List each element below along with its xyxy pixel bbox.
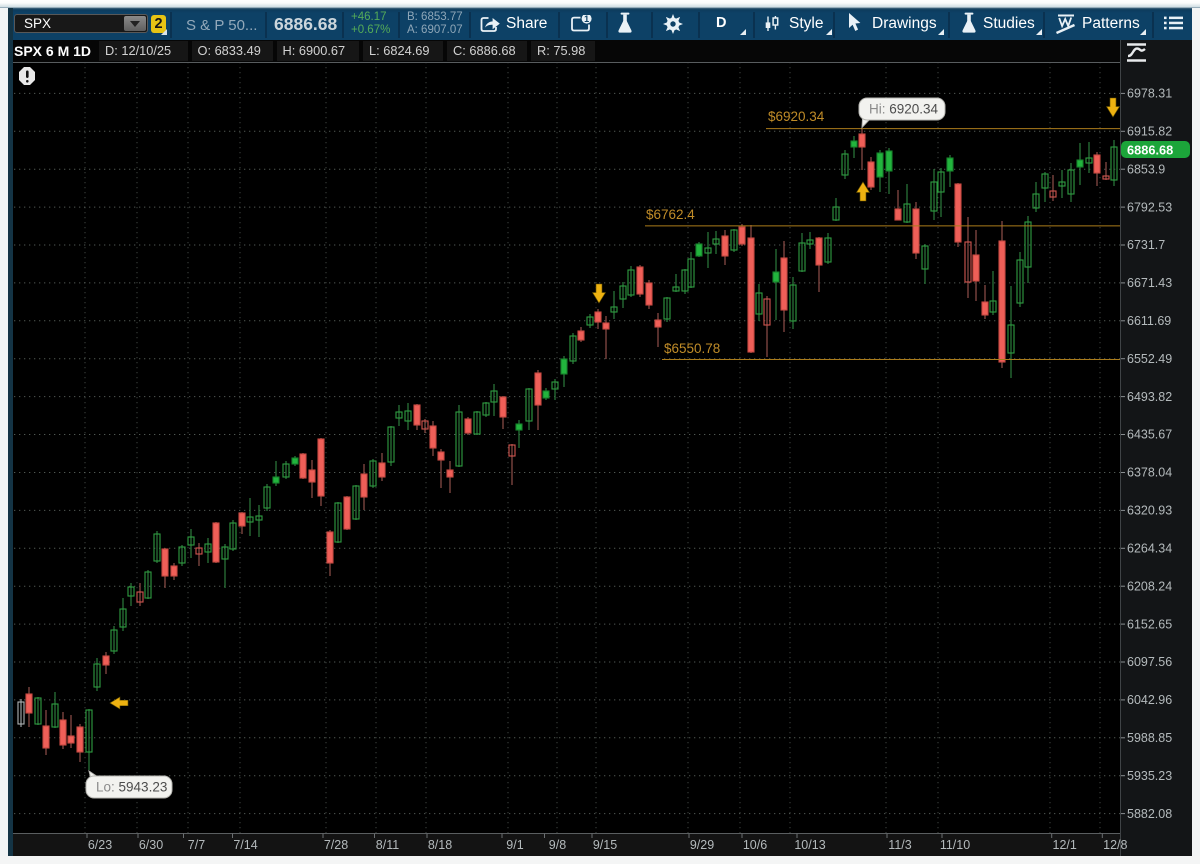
svg-text:Hi: 6920.34: Hi: 6920.34 [869,102,939,117]
svg-text:7/28: 7/28 [324,838,348,852]
svg-text:$6762.4: $6762.4 [646,207,695,222]
svg-text:6671.43: 6671.43 [1127,276,1172,290]
svg-text:7/7: 7/7 [188,838,205,852]
svg-text:9/8: 9/8 [549,838,566,852]
svg-text:1: 1 [584,15,589,24]
svg-text:6731.7: 6731.7 [1127,238,1165,252]
svg-text:6320.93: 6320.93 [1127,504,1172,518]
svg-text:10/6: 10/6 [743,838,767,852]
svg-text:6097.56: 6097.56 [1127,655,1172,669]
svg-text:9/1: 9/1 [506,838,523,852]
svg-text:6611.69: 6611.69 [1127,314,1171,328]
svg-text:5935.23: 5935.23 [1127,769,1172,783]
svg-text:10/13: 10/13 [794,838,825,852]
svg-text:$6550.78: $6550.78 [664,341,720,356]
svg-text:6208.24: 6208.24 [1127,579,1172,593]
svg-text:6915.82: 6915.82 [1127,125,1172,139]
svg-text:7/14: 7/14 [233,838,257,852]
svg-text:6378.04: 6378.04 [1127,466,1172,480]
svg-text:12/1: 12/1 [1053,838,1077,852]
svg-text:6264.34: 6264.34 [1127,542,1172,556]
svg-text:6042.96: 6042.96 [1127,693,1172,707]
svg-text:11/3: 11/3 [888,838,911,852]
svg-text:6978.31: 6978.31 [1127,87,1172,101]
svg-text:5988.85: 5988.85 [1127,731,1172,745]
svg-text:6493.82: 6493.82 [1127,390,1172,404]
svg-text:6552.49: 6552.49 [1127,352,1172,366]
svg-text:$6920.34: $6920.34 [768,109,825,124]
svg-text:6886.68: 6886.68 [1127,142,1173,157]
svg-text:8/11: 8/11 [376,838,399,852]
svg-text:12/8: 12/8 [1103,838,1127,852]
svg-text:9/29: 9/29 [690,838,714,852]
svg-text:5882.08: 5882.08 [1127,807,1172,821]
svg-text:9/15: 9/15 [593,838,617,852]
svg-text:6853.9: 6853.9 [1127,162,1165,176]
svg-text:6/30: 6/30 [139,838,163,852]
svg-text:Lo: 5943.23: Lo: 5943.23 [96,780,167,795]
svg-text:8/18: 8/18 [428,838,452,852]
svg-text:6152.65: 6152.65 [1127,617,1172,631]
svg-text:6792.53: 6792.53 [1127,200,1172,214]
svg-text:6435.67: 6435.67 [1127,428,1172,442]
svg-text:6/23: 6/23 [88,838,112,852]
svg-text:11/10: 11/10 [940,838,970,852]
